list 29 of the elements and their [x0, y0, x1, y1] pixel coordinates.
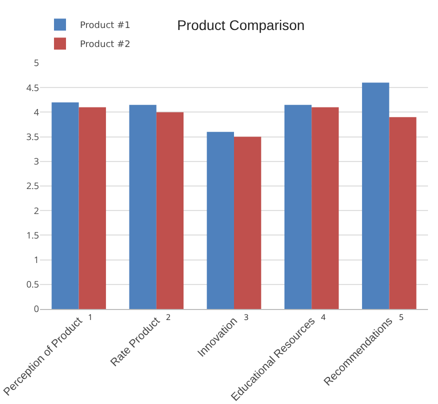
legend-label: Product #2 — [80, 40, 130, 50]
bar — [129, 104, 156, 309]
y-tick-label: 1.5 — [26, 228, 39, 242]
bar — [389, 117, 416, 309]
bar — [78, 107, 106, 309]
chart-title: Product Comparison — [177, 17, 305, 33]
bar — [362, 82, 390, 309]
bar — [234, 136, 262, 309]
bar — [284, 104, 312, 309]
y-tick-label: 2 — [34, 204, 39, 217]
y-tick-label: 3 — [34, 154, 39, 168]
bar — [52, 102, 79, 309]
bar — [156, 112, 184, 309]
y-tick-label: 4 — [34, 105, 39, 118]
y-tick-label: 5 — [34, 56, 39, 70]
legend-label: Product #1 — [80, 21, 130, 32]
annotation: 1 — [88, 312, 93, 323]
annotation: 3 — [244, 312, 249, 323]
annotation: 5 — [399, 312, 404, 323]
annotation: 4 — [321, 312, 326, 323]
y-tick-label: 2.5 — [26, 179, 39, 192]
bar — [206, 132, 234, 309]
y-tick-label: 0 — [34, 302, 39, 316]
y-tick-label: 0.5 — [26, 278, 39, 291]
y-tick-label: 4.5 — [26, 80, 39, 94]
y-tick-label: 1 — [34, 252, 39, 266]
y-tick-label: 3.5 — [26, 130, 39, 143]
bar — [312, 107, 339, 309]
annotation: 2 — [166, 312, 171, 323]
